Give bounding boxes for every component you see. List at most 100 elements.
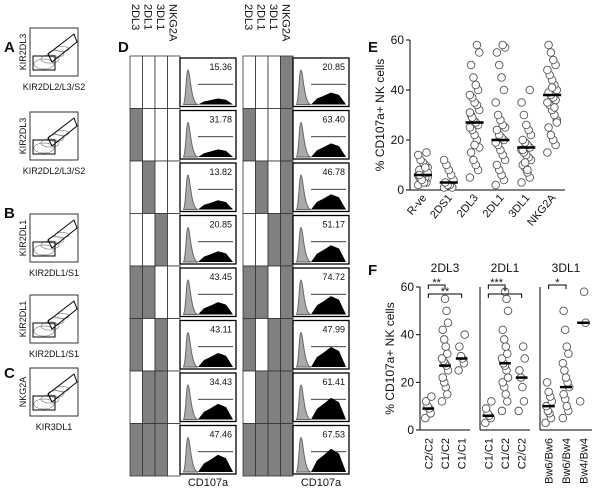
x-tick-label: 2DL3 bbox=[455, 192, 481, 220]
contour bbox=[40, 138, 60, 148]
flow-ylabel: KIR2DL1 bbox=[18, 301, 28, 338]
percent-label: 43.11 bbox=[210, 325, 232, 335]
marker-cell bbox=[154, 318, 168, 372]
data-point bbox=[552, 118, 562, 127]
histogram-sample bbox=[198, 353, 233, 367]
marker-cell bbox=[154, 423, 168, 477]
chart-title: 3DL1 bbox=[552, 261, 581, 275]
data-point bbox=[475, 48, 484, 57]
significance: * bbox=[503, 286, 508, 298]
data-point bbox=[520, 354, 529, 363]
marker-cell bbox=[255, 55, 269, 109]
data-point bbox=[438, 373, 447, 382]
marker-cell bbox=[242, 213, 256, 267]
x-tick-label: C2/C2 bbox=[423, 438, 435, 469]
marker-cell bbox=[154, 265, 168, 319]
data-point bbox=[501, 390, 511, 399]
data-point bbox=[499, 85, 509, 95]
data-point bbox=[542, 378, 552, 387]
histogram-sample bbox=[198, 149, 233, 157]
percent-label: 20.85 bbox=[209, 220, 232, 230]
percent-label: 15.36 bbox=[209, 62, 232, 72]
percent-label: 47.99 bbox=[322, 325, 345, 335]
significance: ** bbox=[441, 286, 450, 298]
marker-cell bbox=[142, 160, 156, 214]
marker-cell bbox=[142, 213, 156, 267]
marker-cell bbox=[242, 265, 256, 319]
x-tick-label: 2DL1 bbox=[481, 192, 507, 220]
histogram-control bbox=[295, 436, 312, 473]
marker-cell bbox=[267, 55, 281, 109]
x-tick-label: C1/C1 bbox=[483, 438, 495, 469]
histogram-control bbox=[295, 384, 312, 420]
data-point bbox=[439, 155, 449, 165]
data-point bbox=[525, 85, 535, 95]
marker-cell bbox=[280, 160, 294, 214]
percent-label: 31.78 bbox=[209, 115, 232, 125]
marker-cell bbox=[242, 370, 256, 424]
histogram-control bbox=[295, 69, 312, 105]
data-point bbox=[544, 123, 553, 132]
marker-label: NKG2A bbox=[280, 4, 292, 42]
data-point bbox=[515, 366, 524, 375]
marker-cell bbox=[267, 370, 281, 424]
histogram-sample bbox=[198, 302, 233, 315]
data-point bbox=[546, 48, 556, 57]
data-point bbox=[558, 359, 568, 368]
data-point bbox=[503, 349, 512, 358]
histogram-control bbox=[182, 279, 199, 315]
percent-label: 63.40 bbox=[322, 115, 345, 125]
marker-cell bbox=[280, 318, 294, 372]
contour bbox=[33, 325, 55, 337]
data-point bbox=[518, 342, 528, 351]
data-point bbox=[517, 98, 526, 107]
data-point bbox=[472, 40, 482, 50]
data-point bbox=[438, 325, 447, 335]
y-axis-label: % CD107a+ NK cells bbox=[383, 302, 397, 414]
data-point bbox=[544, 387, 553, 397]
data-point bbox=[520, 158, 530, 167]
histogram-control bbox=[182, 331, 199, 368]
y-tick-label: 20 bbox=[401, 375, 415, 389]
data-point bbox=[514, 406, 523, 416]
marker-cell bbox=[167, 318, 181, 372]
data-point bbox=[421, 397, 431, 406]
data-point bbox=[437, 397, 447, 406]
panel-label: D bbox=[118, 39, 129, 56]
data-point bbox=[413, 150, 423, 160]
y-tick-label: 60 bbox=[391, 33, 405, 47]
histogram-sample bbox=[198, 200, 233, 210]
marker-cell bbox=[280, 108, 294, 162]
data-point bbox=[550, 103, 559, 112]
data-point bbox=[421, 413, 430, 423]
data-point bbox=[541, 418, 550, 428]
data-point bbox=[499, 335, 509, 344]
data-point bbox=[454, 366, 463, 375]
data-point bbox=[547, 83, 557, 92]
data-point bbox=[543, 65, 552, 75]
x-tick-label: C1/C2 bbox=[500, 438, 512, 469]
x-tick-label: C1/C2 bbox=[440, 438, 452, 469]
data-point bbox=[481, 418, 490, 428]
gate bbox=[32, 322, 56, 338]
histogram-control bbox=[182, 121, 199, 158]
contour bbox=[33, 142, 55, 154]
data-point bbox=[440, 294, 450, 304]
gate bbox=[32, 55, 56, 71]
data-point bbox=[455, 342, 464, 351]
x-tick-label: C2/C2 bbox=[517, 438, 529, 469]
gate bbox=[47, 33, 78, 63]
data-point bbox=[487, 397, 496, 406]
histogram-sample bbox=[311, 194, 346, 210]
marker-cell bbox=[267, 265, 281, 319]
bracket bbox=[427, 293, 463, 298]
marker-cell bbox=[154, 213, 168, 267]
marker-cell bbox=[242, 160, 256, 214]
marker-cell bbox=[242, 55, 256, 109]
flow-ylabel: KIR2DL3 bbox=[18, 34, 28, 71]
data-point bbox=[481, 404, 491, 413]
marker-label: 2DL1 bbox=[255, 4, 267, 30]
histogram-sample bbox=[198, 403, 233, 420]
bracket bbox=[487, 293, 523, 298]
data-point bbox=[517, 178, 526, 187]
